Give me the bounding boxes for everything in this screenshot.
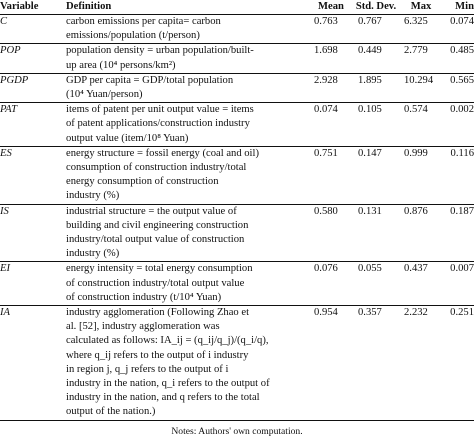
definition-line: of construction industry/total output va… bbox=[66, 277, 245, 289]
variable-cell: PGDP bbox=[0, 73, 66, 104]
definition-line: in region j, q_j refers to the output of… bbox=[66, 363, 229, 375]
definition-line: (10⁴ Yuan/person) bbox=[66, 89, 143, 101]
definition-cell: items of patent per unit output value = … bbox=[66, 102, 310, 147]
mean-cell: 2.928 bbox=[310, 73, 354, 104]
definition-line: industrial structure = the output value … bbox=[66, 205, 237, 217]
definition-line: output value (item/10⁸ Yuan) bbox=[66, 132, 189, 144]
table-row: IA industry agglomeration (Following Zhao… bbox=[0, 305, 474, 421]
min-cell: 0.251 bbox=[444, 305, 474, 421]
std-dev-cell: 0.105 bbox=[354, 102, 400, 147]
definition-line: industry in the nation, q_i refers to th… bbox=[66, 378, 270, 390]
definition-cell: industry agglomeration (Following Zhao e… bbox=[66, 305, 310, 421]
header-mean: Mean bbox=[310, 0, 354, 15]
max-cell: 10.294 bbox=[400, 73, 444, 104]
definition-line: industry/total output value of construct… bbox=[66, 234, 245, 246]
header-definition: Definition bbox=[66, 0, 310, 15]
descriptive-statistics-table-container: Variable Definition Mean Std. Dev. Max M… bbox=[0, 0, 474, 421]
min-cell: 0.007 bbox=[444, 261, 474, 307]
definition-cell: energy structure = fossil energy (coal a… bbox=[66, 146, 310, 205]
min-cell: 0.074 bbox=[444, 14, 474, 45]
mean-cell: 0.076 bbox=[310, 261, 354, 307]
table-row: POP population density = urban population… bbox=[0, 43, 474, 74]
definition-line: up area (10⁴ persons/km²) bbox=[66, 59, 176, 71]
variable-cell: C bbox=[0, 14, 66, 45]
max-cell: 0.574 bbox=[400, 102, 444, 147]
table-row: PGDP GDP per capita = GDP/total populatio… bbox=[0, 73, 474, 104]
definition-line: of construction industry (t/10⁴ Yuan) bbox=[66, 291, 222, 303]
min-cell: 0.116 bbox=[444, 146, 474, 205]
variable-cell: PAT bbox=[0, 102, 66, 147]
definition-line: where q_ij refers to the output of i ind… bbox=[66, 349, 249, 361]
std-dev-cell: 0.131 bbox=[354, 204, 400, 263]
table-row: IS industrial structure = the output valu… bbox=[0, 204, 474, 263]
definition-line: emissions/population (t/person) bbox=[66, 30, 200, 42]
definition-line: GDP per capita = GDP/total population bbox=[66, 74, 234, 86]
definition-cell: industrial structure = the output value … bbox=[66, 204, 310, 263]
min-cell: 0.565 bbox=[444, 73, 474, 104]
definition-cell: GDP per capita = GDP/total population (10… bbox=[66, 73, 310, 104]
definition-line: population density = urban population/bu… bbox=[66, 45, 254, 57]
definition-line: consumption of construction industry/tot… bbox=[66, 162, 247, 174]
definition-line: industry in the nation, and q refers to … bbox=[66, 392, 260, 404]
std-dev-cell: 0.147 bbox=[354, 146, 400, 205]
min-cell: 0.187 bbox=[444, 204, 474, 263]
definition-line: energy structure = fossil energy (coal a… bbox=[66, 147, 259, 159]
definition-line: items of patent per unit output value = … bbox=[66, 104, 254, 116]
max-cell: 0.437 bbox=[400, 261, 444, 307]
variable-cell: ES bbox=[0, 146, 66, 205]
variable-cell: POP bbox=[0, 43, 66, 74]
header-min: Min bbox=[444, 0, 474, 15]
max-cell: 0.876 bbox=[400, 204, 444, 263]
std-dev-cell: 0.449 bbox=[354, 43, 400, 74]
max-cell: 2.779 bbox=[400, 43, 444, 74]
table-header-row: Variable Definition Mean Std. Dev. Max M… bbox=[0, 0, 474, 15]
definition-cell: carbon emissions per capita= carbon emiss… bbox=[66, 14, 310, 45]
variable-cell: IS bbox=[0, 204, 66, 263]
mean-cell: 1.698 bbox=[310, 43, 354, 74]
mean-cell: 0.763 bbox=[310, 14, 354, 45]
definition-line: al. [52], industry agglomeration was bbox=[66, 321, 220, 333]
table-row: ES energy structure = fossil energy (coal… bbox=[0, 146, 474, 205]
definition-line: industry (%) bbox=[66, 190, 120, 202]
header-std-dev: Std. Dev. bbox=[354, 0, 400, 15]
mean-cell: 0.954 bbox=[310, 305, 354, 421]
definition-line: energy intensity = total energy consumpt… bbox=[66, 263, 253, 275]
table-row: PAT items of patent per unit output value… bbox=[0, 102, 474, 147]
max-cell: 0.999 bbox=[400, 146, 444, 205]
header-max: Max bbox=[400, 0, 444, 15]
header-variable: Variable bbox=[0, 0, 66, 15]
std-dev-cell: 0.055 bbox=[354, 261, 400, 307]
descriptive-statistics-table: Variable Definition Mean Std. Dev. Max M… bbox=[0, 0, 474, 421]
table-row: EI energy intensity = total energy consum… bbox=[0, 261, 474, 307]
definition-line: building and civil engineering construct… bbox=[66, 219, 249, 231]
definition-cell: population density = urban population/bu… bbox=[66, 43, 310, 74]
min-cell: 0.002 bbox=[444, 102, 474, 147]
definition-line: industry (%) bbox=[66, 248, 120, 260]
table-note: Notes: Authors' own computation. bbox=[171, 426, 303, 437]
mean-cell: 0.751 bbox=[310, 146, 354, 205]
mean-cell: 0.074 bbox=[310, 102, 354, 147]
min-cell: 0.485 bbox=[444, 43, 474, 74]
max-cell: 6.325 bbox=[400, 14, 444, 45]
std-dev-cell: 0.767 bbox=[354, 14, 400, 45]
definition-line: industry agglomeration (Following Zhao e… bbox=[66, 307, 250, 319]
definition-line: of patent applications/construction indu… bbox=[66, 118, 250, 130]
max-cell: 2.232 bbox=[400, 305, 444, 421]
std-dev-cell: 1.895 bbox=[354, 73, 400, 104]
definition-cell: energy intensity = total energy consumpt… bbox=[66, 261, 310, 307]
mean-cell: 0.580 bbox=[310, 204, 354, 263]
variable-cell: EI bbox=[0, 261, 66, 307]
definition-line: output of the nation.) bbox=[66, 406, 156, 418]
definition-line: carbon emissions per capita= carbon bbox=[66, 16, 221, 27]
definition-line: calculated as follows: IA_ij = (q_ij/q_j… bbox=[66, 335, 269, 347]
std-dev-cell: 0.357 bbox=[354, 305, 400, 421]
variable-cell: IA bbox=[0, 305, 66, 421]
definition-line: energy consumption of construction bbox=[66, 176, 219, 188]
